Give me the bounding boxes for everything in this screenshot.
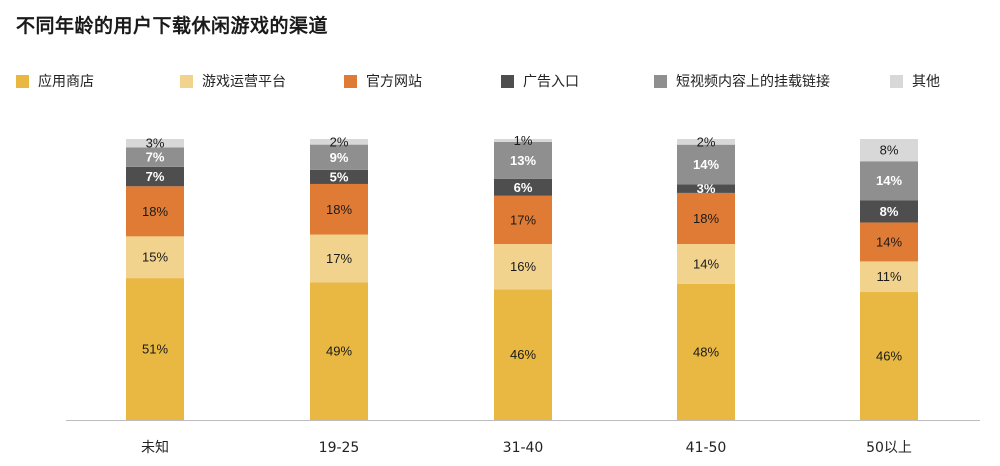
bar-segment (860, 261, 918, 293)
data-label: 7% (146, 150, 165, 165)
chart-title: 不同年龄的用户下载休闲游戏的渠道 (16, 15, 329, 37)
data-label: 14% (693, 157, 719, 172)
data-label: 9% (330, 150, 349, 165)
bar-segment (677, 192, 735, 245)
data-label: 18% (693, 211, 719, 226)
data-label: 14% (876, 234, 902, 249)
bar-segment (126, 166, 184, 187)
data-label: 8% (880, 143, 899, 158)
x-tick-label: 41-50 (686, 440, 727, 456)
bar-segment (677, 244, 735, 284)
data-label: 51% (142, 342, 168, 357)
data-label: 18% (142, 204, 168, 219)
data-label: 2% (697, 134, 716, 149)
bar-segment (494, 139, 552, 142)
data-label: 16% (510, 259, 536, 274)
data-label: 6% (514, 180, 533, 195)
bar-stack: 48% 14% 18% 3% 14% 2% (677, 134, 735, 420)
legend-swatch (344, 74, 357, 88)
bar-stack: 51%15%18%7%7%3% (126, 136, 184, 420)
legend-label: 广告入口 (523, 74, 579, 90)
x-tick-label: 19-25 (319, 440, 360, 456)
data-label: 46% (510, 347, 536, 362)
bar-segment (860, 161, 918, 201)
bar-segment (860, 139, 918, 162)
data-label: 17% (326, 251, 352, 266)
data-label: 17% (510, 212, 536, 227)
bar-stack: 46% 16% 17% 6% 13% 1% (494, 133, 552, 420)
bar-segment (860, 292, 918, 420)
bar-segment (677, 144, 735, 185)
bar-segment (310, 183, 368, 235)
bar-stack: 49% 17% 18% 5% 9%2% (310, 134, 368, 420)
legend-swatch (890, 74, 903, 88)
data-label: 3% (146, 136, 165, 151)
bar-segment (860, 222, 918, 262)
x-tick-label: 50以上 (866, 440, 912, 456)
data-label: 1% (514, 133, 533, 148)
bar-segment (494, 244, 552, 290)
legend-item: 其他 (890, 70, 940, 92)
data-label: 46% (876, 349, 902, 364)
data-label: 7% (146, 169, 165, 184)
data-label: 14% (876, 173, 902, 188)
bar-segment (126, 186, 184, 237)
data-label: 48% (693, 344, 719, 359)
bar-segment (677, 283, 735, 420)
legend-swatch (16, 74, 29, 88)
bar-segment (494, 178, 552, 196)
bar-stack: 46% 11% 14% 8% 14% 8% (860, 139, 918, 420)
x-tick-label: 未知 (141, 439, 169, 456)
data-label: 3% (697, 181, 716, 196)
legend-item: 广告入口 (501, 70, 579, 92)
bar-segment (494, 141, 552, 179)
bar-segment (126, 139, 184, 148)
bar-segment (494, 289, 552, 420)
data-label: 5% (330, 169, 349, 184)
bar-segment (126, 278, 184, 420)
legend-label: 短视频内容上的挂载链接 (676, 74, 830, 90)
bar-segment (494, 195, 552, 245)
legend-swatch (180, 74, 193, 88)
legend-swatch (654, 74, 667, 88)
bar-segment (310, 144, 368, 170)
legend-swatch (501, 74, 514, 88)
legend: 应用商店 游戏运营平台 官方网站 广告入口 短视频内容上的挂载链接 其他 (16, 70, 986, 92)
data-label: 13% (510, 153, 536, 168)
bar-segment (126, 147, 184, 167)
bar-segment (860, 200, 918, 223)
legend-item: 官方网站 (344, 70, 422, 92)
data-label: 49% (326, 344, 352, 359)
data-label: 11% (876, 269, 901, 284)
legend-item: 应用商店 (16, 70, 94, 92)
legend-label: 游戏运营平台 (202, 74, 286, 90)
data-label: 18% (326, 202, 352, 217)
legend-item: 短视频内容上的挂载链接 (654, 70, 830, 92)
legend-item: 游戏运营平台 (180, 70, 286, 92)
x-tick-label: 31-40 (503, 440, 544, 456)
data-label: 8% (880, 204, 899, 219)
data-label: 2% (330, 134, 349, 149)
data-label: 15% (142, 250, 168, 265)
legend-label: 应用商店 (38, 74, 94, 90)
data-label: 14% (693, 256, 719, 271)
bar-segment (310, 282, 368, 420)
bar-segment (677, 184, 735, 193)
bar-segment (677, 139, 735, 145)
bar-segment (310, 234, 368, 283)
bar-segment (310, 169, 368, 184)
legend-label: 官方网站 (366, 74, 422, 90)
bar-segment (126, 236, 184, 279)
legend-label: 其他 (912, 74, 940, 90)
bar-segment (310, 139, 368, 145)
